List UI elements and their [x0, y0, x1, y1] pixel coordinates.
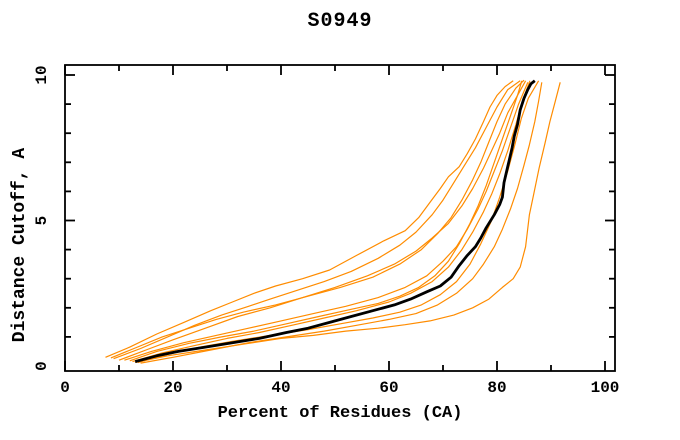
x-tick-label: 80 — [487, 379, 506, 397]
highlighted-model-curve — [134, 79, 536, 363]
y-tick-label: 10 — [33, 65, 51, 84]
y-axis-label-text: Distance Cutoff, A — [10, 147, 30, 343]
model-curve — [110, 79, 525, 359]
model-curve — [132, 80, 531, 363]
x-tick-label: 100 — [591, 379, 620, 397]
y-tick-label: 0 — [33, 361, 51, 371]
model-curve — [113, 80, 521, 360]
model-curve — [118, 80, 527, 361]
x-tick-label: 60 — [379, 379, 398, 397]
model-curve — [105, 80, 514, 358]
x-axis-label: Percent of Residues (CA) — [217, 404, 463, 423]
model-curve — [129, 80, 523, 362]
model-curve — [140, 82, 543, 364]
model-curve — [124, 82, 529, 361]
chart-title: S0949 — [307, 10, 373, 33]
y-tick-label: 5 — [33, 216, 51, 226]
x-tick-label: 40 — [271, 379, 290, 397]
model-curve — [135, 82, 561, 364]
plot-frame — [64, 64, 616, 372]
x-tick-label: 20 — [163, 379, 182, 397]
x-tick-label: 0 — [60, 379, 70, 397]
